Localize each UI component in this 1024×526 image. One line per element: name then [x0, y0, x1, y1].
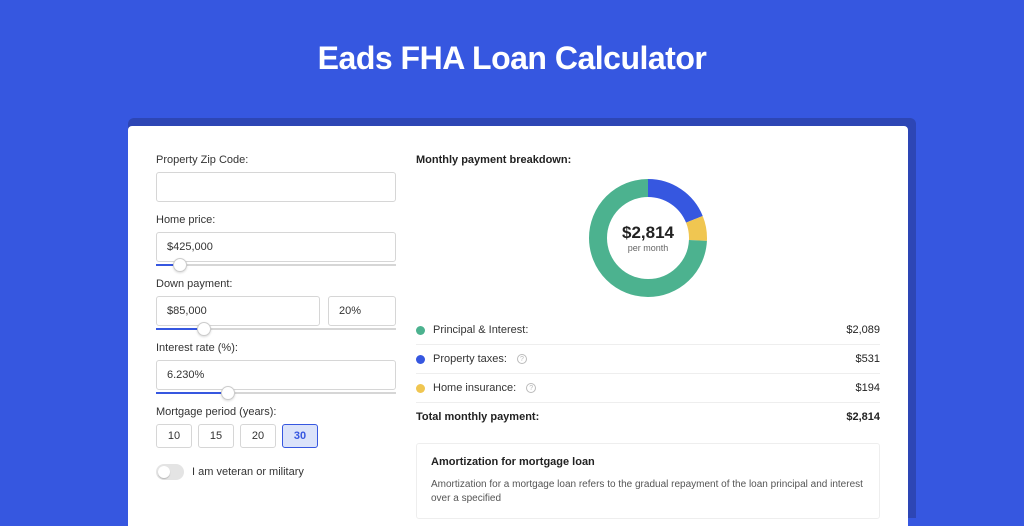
down-payment-label: Down payment:	[156, 278, 396, 290]
legend-label: Property taxes:	[433, 353, 507, 365]
down-payment-block: Down payment:	[156, 278, 396, 330]
donut-chart-wrap: $2,814 per month	[416, 178, 880, 298]
down-payment-pct-input[interactable]	[328, 296, 396, 326]
legend-dot	[416, 326, 425, 335]
interest-rate-label: Interest rate (%):	[156, 342, 396, 354]
veteran-toggle[interactable]	[156, 464, 184, 480]
breakdown-title: Monthly payment breakdown:	[416, 154, 880, 166]
legend-value: $531	[856, 353, 880, 365]
amortization-text: Amortization for a mortgage loan refers …	[431, 478, 865, 506]
down-payment-slider[interactable]	[156, 328, 396, 330]
period-button-15[interactable]: 15	[198, 424, 234, 448]
veteran-row: I am veteran or military	[156, 464, 396, 480]
legend-dot	[416, 384, 425, 393]
home-price-block: Home price:	[156, 214, 396, 266]
calculator-card: Property Zip Code: Home price: Down paym…	[128, 126, 908, 526]
zip-block: Property Zip Code:	[156, 154, 396, 202]
amortization-title: Amortization for mortgage loan	[431, 456, 865, 468]
amortization-box: Amortization for mortgage loan Amortizat…	[416, 443, 880, 519]
home-price-label: Home price:	[156, 214, 396, 226]
mortgage-period-block: Mortgage period (years): 10152030	[156, 406, 396, 448]
donut-chart: $2,814 per month	[588, 178, 708, 298]
legend-row-0: Principal & Interest: $2,089	[416, 316, 880, 344]
legend-row-2: Home insurance:? $194	[416, 373, 880, 402]
zip-label: Property Zip Code:	[156, 154, 396, 166]
interest-rate-thumb[interactable]	[221, 386, 235, 400]
total-value: $2,814	[846, 411, 880, 423]
interest-rate-slider[interactable]	[156, 392, 396, 394]
period-button-20[interactable]: 20	[240, 424, 276, 448]
home-price-input[interactable]	[156, 232, 396, 262]
interest-rate-input[interactable]	[156, 360, 396, 390]
home-price-thumb[interactable]	[173, 258, 187, 272]
form-column: Property Zip Code: Home price: Down paym…	[156, 154, 396, 526]
period-button-30[interactable]: 30	[282, 424, 318, 448]
legend-value: $194	[856, 382, 880, 394]
legend-value: $2,089	[846, 324, 880, 336]
legend-label: Principal & Interest:	[433, 324, 528, 336]
mortgage-period-label: Mortgage period (years):	[156, 406, 396, 418]
down-payment-thumb[interactable]	[197, 322, 211, 336]
down-payment-input[interactable]	[156, 296, 320, 326]
page-title: Eads FHA Loan Calculator	[0, 0, 1024, 105]
donut-amount: $2,814	[622, 223, 674, 243]
interest-rate-block: Interest rate (%):	[156, 342, 396, 394]
total-label: Total monthly payment:	[416, 411, 539, 423]
breakdown-column: Monthly payment breakdown: $2,814 per mo…	[416, 154, 880, 526]
info-icon[interactable]: ?	[517, 354, 527, 364]
legend-row-1: Property taxes:? $531	[416, 344, 880, 373]
donut-subtitle: per month	[628, 243, 669, 253]
home-price-slider[interactable]	[156, 264, 396, 266]
total-row: Total monthly payment: $2,814	[416, 402, 880, 431]
period-button-10[interactable]: 10	[156, 424, 192, 448]
toggle-knob	[158, 466, 170, 478]
veteran-label: I am veteran or military	[192, 466, 304, 478]
info-icon[interactable]: ?	[526, 383, 536, 393]
legend-label: Home insurance:	[433, 382, 516, 394]
zip-input[interactable]	[156, 172, 396, 202]
legend-dot	[416, 355, 425, 364]
